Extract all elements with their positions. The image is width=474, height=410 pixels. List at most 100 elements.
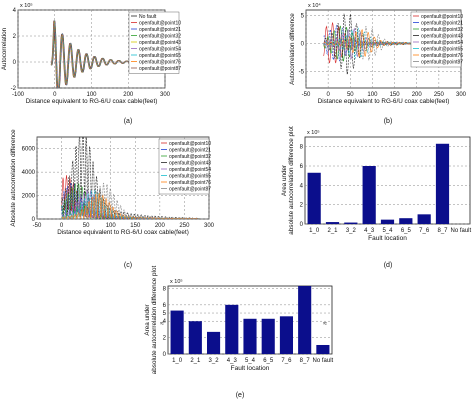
- x-tick-label: 5_4: [245, 358, 256, 364]
- x-tick-label: 300: [204, 223, 215, 229]
- x-tick-label: 150: [390, 92, 401, 98]
- series-line: [323, 24, 439, 62]
- panel-label: (e): [236, 392, 245, 399]
- legend-entry: openfault@point10: [169, 141, 211, 147]
- legend: [158, 138, 210, 195]
- bar: [316, 344, 330, 354]
- x-tick-label: 300: [456, 92, 467, 98]
- x-tick-label: 150: [130, 223, 141, 229]
- x-tick-label: 0: [53, 92, 57, 98]
- axis-exponent: x 10⁴: [308, 2, 321, 9]
- legend-entry: openfault@point54: [169, 167, 211, 173]
- x-tick-label: 3_2: [346, 228, 357, 234]
- panel-label: (b): [384, 118, 393, 125]
- axis-break-mark: ≈: [160, 320, 164, 327]
- legend-entry: openfault@point32: [421, 27, 463, 33]
- x-tick-label: 8_7: [300, 358, 311, 364]
- legend-entry: openfault@point21: [169, 148, 211, 154]
- bar: [170, 310, 184, 354]
- y-axis-label: Autocorrelation: [1, 27, 8, 70]
- chart-panel-0: (a) x 10⁵ -100 0 100 200 300 -2 0 2 4 Distance equi…: [1, 2, 181, 125]
- x-tick-label: 300: [160, 92, 171, 98]
- legend-entry: openfault@point21: [139, 27, 181, 33]
- y-tick-label: 4: [13, 8, 17, 14]
- y-tick-label: 0: [300, 222, 304, 228]
- x-tick-label: 2_1: [327, 228, 338, 234]
- bar: [307, 172, 321, 224]
- series-line: [61, 192, 200, 219]
- legend-entry: openfault@point65: [421, 47, 463, 53]
- x-tick-label: No fault: [313, 358, 334, 364]
- x-tick-label: 100: [367, 92, 378, 98]
- x-tick-label: 8_7: [437, 228, 448, 234]
- x-tick-label: 200: [123, 92, 134, 98]
- bar: [362, 166, 376, 224]
- bar: [380, 219, 395, 224]
- x-tick-label: 4_3: [227, 358, 238, 364]
- y-tick-label: 0: [301, 41, 305, 47]
- x-axis-label: Distance equivalent to RG-6/U coax cable…: [318, 98, 450, 105]
- x-tick-label: 0: [326, 92, 330, 98]
- legend-entry: openfault@point65: [169, 174, 211, 180]
- bar: [417, 214, 431, 224]
- y-tick-label: 2: [163, 336, 167, 342]
- chart-panel-1: (b)x 10⁴-50 0 50 100 150 200 250 300-505Distanc…: [289, 2, 467, 125]
- y-tick-label: 4000: [22, 170, 36, 176]
- x-tick-label: 1_0: [309, 228, 320, 234]
- panel-label: (d): [384, 262, 393, 269]
- legend-entry: openfault@point32: [139, 34, 181, 40]
- legend-entry: openfault@point87: [169, 187, 211, 193]
- y-tick-label: -5: [299, 69, 305, 75]
- x-tick-label: 100: [86, 92, 97, 98]
- bar: [261, 318, 275, 354]
- y-tick-label: 4: [163, 319, 167, 325]
- legend-entry: openfault@point43: [421, 34, 463, 40]
- x-tick-label: 5_4: [382, 228, 393, 234]
- x-tick-label: 4_3: [364, 228, 375, 234]
- x-axis-label: Fault location: [368, 235, 407, 242]
- bar: [279, 316, 294, 354]
- axis-exponent: x 10⁵: [20, 2, 33, 9]
- x-tick-label: 6_5: [263, 358, 274, 364]
- x-tick-label: 6_5: [401, 228, 412, 234]
- x-tick-label: -50: [302, 92, 311, 98]
- y-axis-label: Absolute autocorrelation difference: [10, 129, 17, 227]
- y-tick-label: 5: [163, 311, 167, 317]
- bar: [298, 286, 312, 354]
- y-tick-label: 5: [301, 14, 305, 20]
- bar: [435, 143, 450, 224]
- bar: [325, 222, 340, 224]
- legend-entry: openfault@point10: [421, 14, 463, 20]
- x-axis-label: Distance equivalent to RG-6/U coax cable…: [57, 229, 189, 236]
- legend-entry: openfault@point10: [139, 21, 181, 27]
- legend-entry: openfault@point43: [169, 161, 211, 167]
- y-tick-label: -2: [11, 86, 17, 92]
- y-tick-label: 4: [300, 183, 304, 189]
- x-axis-label: Fault location: [231, 365, 270, 372]
- y-tick-label: 0: [163, 352, 167, 358]
- y-tick-label: 6: [163, 303, 167, 309]
- legend-entry: openfault@point76: [169, 180, 211, 186]
- x-tick-label: 7_6: [419, 228, 430, 234]
- legend-entry: openfault@point87: [421, 60, 463, 66]
- series-line: [61, 182, 200, 219]
- bar: [344, 222, 358, 224]
- bar: [225, 304, 239, 354]
- legend-entry: openfault@point87: [139, 66, 181, 72]
- y-axis-label: absolute autocorrelation difference plot: [288, 126, 295, 235]
- chart-panel-2: (c)-50 0 50 100 150 200 250 3000200040006000Dis…: [10, 129, 215, 269]
- legend-entry: openfault@point76: [139, 60, 181, 66]
- legend-entry: openfault@point65: [139, 53, 181, 59]
- x-tick-label: 3_2: [209, 358, 220, 364]
- x-tick-label: -50: [33, 223, 42, 229]
- y-tick-label: 6000: [22, 147, 36, 153]
- x-tick-label: 0: [60, 223, 64, 229]
- legend-entry: openfault@point32: [169, 154, 211, 160]
- legend-entry: openfault@point21: [421, 21, 463, 27]
- y-tick-label: 2: [300, 203, 304, 209]
- y-axis-label: absolute autocorrelation difference plot: [151, 266, 158, 375]
- axis-break-mark: ≈: [323, 320, 327, 327]
- axis-exponent: x 10⁵: [170, 278, 183, 285]
- legend: [410, 11, 462, 68]
- chart-panel-4: (e) x 10⁵ 1_0 2_1 3_2 4_3 5_4 6_5 7_6 8_7 No fault…: [144, 266, 334, 399]
